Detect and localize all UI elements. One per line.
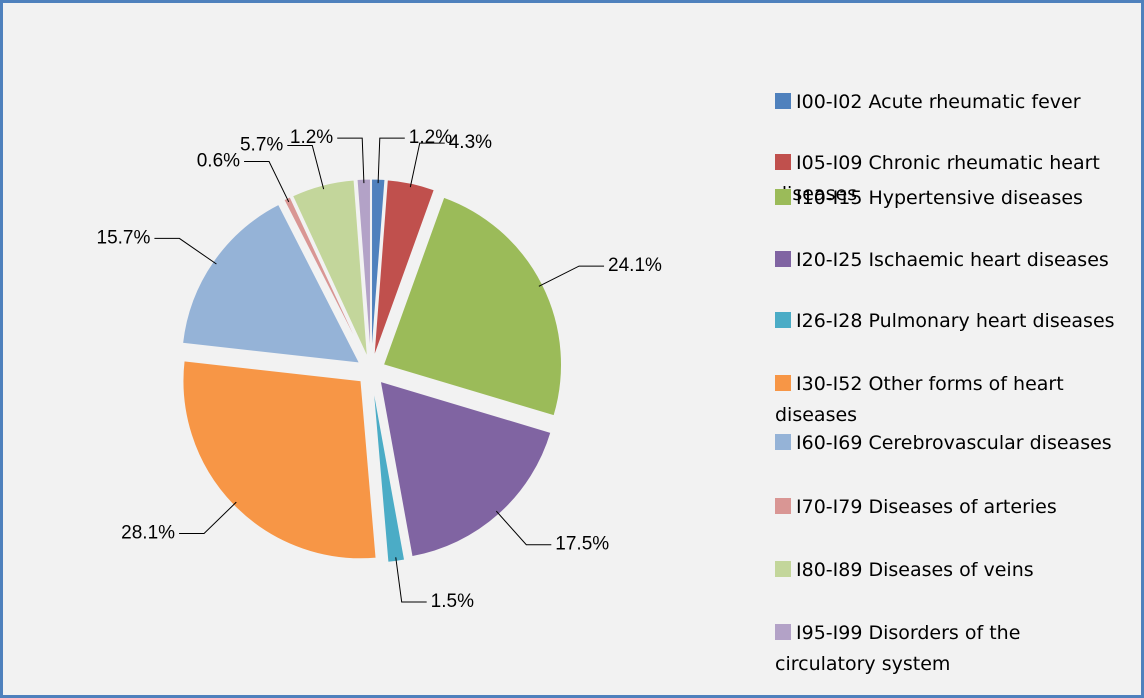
data-label: 1.2% [409, 127, 452, 148]
leader-line [377, 137, 405, 184]
legend-label: I20-I25 Ischaemic heart diseases [796, 249, 1109, 271]
pie-slice [379, 380, 552, 558]
legend-entry: I80-I89 Diseases of veins [775, 555, 1115, 586]
legend-label: I70-I79 Diseases of arteries [796, 496, 1057, 518]
legend-swatch [775, 312, 791, 328]
data-label: 1.2% [290, 127, 333, 148]
leader-line [287, 145, 325, 190]
pie-chart: 1.2%4.3%24.1%17.5%1.5%28.1%15.7%0.6%5.7%… [97, 127, 663, 612]
leader-line [395, 557, 427, 603]
legend-swatch [775, 561, 791, 577]
leader-line [337, 137, 365, 184]
data-label: 15.7% [97, 227, 151, 248]
legend-swatch [775, 624, 791, 640]
data-label: 1.5% [431, 591, 474, 612]
legend-entry: I10-I15 Hypertensive diseases [775, 183, 1115, 214]
pie-slice [182, 360, 377, 560]
data-label: 4.3% [449, 132, 492, 153]
legend-swatch [775, 375, 791, 391]
legend-label: I26-I28 Pulmonary heart diseases [796, 310, 1115, 332]
leader-line [179, 501, 237, 535]
legend-entry: I26-I28 Pulmonary heart diseases [775, 306, 1115, 337]
data-label: 24.1% [608, 255, 662, 276]
legend-label: I00-I02 Acute rheumatic fever [796, 91, 1081, 113]
leader-line [538, 265, 605, 287]
legend-entry: I05-I09 Chronic rheumatic heart diseases [775, 148, 1115, 210]
leader-line [244, 160, 290, 203]
data-label: 0.6% [197, 151, 240, 172]
legend-swatch [775, 498, 791, 514]
leader-line [154, 237, 217, 265]
data-label: 5.7% [240, 135, 283, 156]
legend-entry: I70-I79 Diseases of arteries [775, 492, 1115, 523]
legend-entry: I00-I02 Acute rheumatic fever [775, 87, 1115, 118]
legend-label: I60-I69 Cerebrovascular diseases [796, 432, 1112, 454]
legend-label: I30-I52 Other forms of heart diseases [775, 373, 1064, 426]
leader-line [495, 510, 552, 546]
legend-label: I95-I99 Disorders of the circulatory sys… [775, 622, 1021, 675]
legend-entry: I95-I99 Disorders of the circulatory sys… [775, 618, 1115, 680]
legend-label: I05-I09 Chronic rheumatic heart diseases [775, 152, 1100, 205]
legend-label: I10-I15 Hypertensive diseases [796, 187, 1083, 209]
legend-swatch [775, 93, 791, 109]
legend-label: I80-I89 Diseases of veins [796, 559, 1034, 581]
legend-swatch [775, 154, 791, 170]
legend-entry: I60-I69 Cerebrovascular diseases [775, 428, 1115, 459]
legend-entry: I30-I52 Other forms of heart diseases [775, 369, 1115, 431]
legend-swatch [775, 189, 791, 205]
legend-swatch [775, 434, 791, 450]
legend-swatch [775, 251, 791, 267]
data-label: 17.5% [555, 534, 609, 555]
leader-line [409, 142, 445, 188]
data-label: 28.1% [121, 523, 175, 544]
legend-entry: I20-I25 Ischaemic heart diseases [775, 245, 1115, 276]
